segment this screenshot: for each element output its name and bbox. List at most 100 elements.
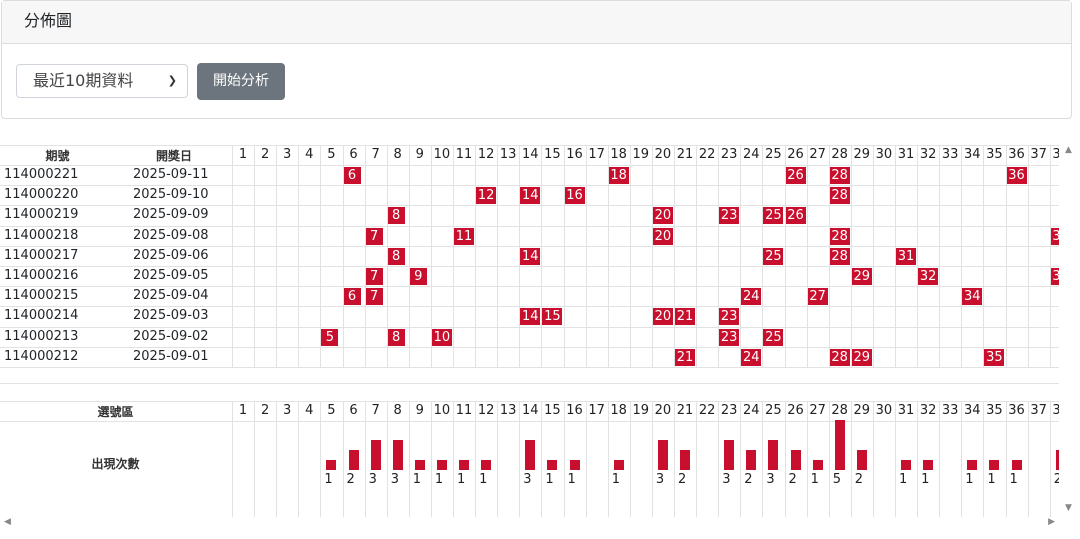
grid-line [850, 145, 852, 367]
grid-line [1005, 401, 1007, 517]
grid-line [629, 401, 631, 517]
drawn-number-ball: 29 [851, 348, 872, 366]
grid-line [1027, 401, 1029, 517]
frequency-count: 3 [523, 472, 532, 487]
frequency-count: 1 [921, 472, 930, 487]
grid-line [320, 145, 322, 367]
drawn-number-ball: 5 [321, 328, 339, 346]
grid-line [939, 401, 941, 517]
grid-line [917, 401, 919, 517]
number-header: 18 [610, 147, 627, 162]
zone-number-header: 5 [327, 403, 336, 418]
row-date: 2025-09-05 [133, 268, 209, 283]
row-date: 2025-09-04 [133, 288, 209, 304]
drawn-number-ball: 23 [719, 328, 740, 346]
number-header: 21 [676, 147, 694, 162]
distribution-card: 分佈圖 [1, 0, 1072, 119]
grid-line [806, 401, 808, 517]
drawn-number-ball: 7 [365, 288, 383, 306]
frequency-count: 3 [722, 472, 731, 487]
zone-number-header: 21 [676, 403, 694, 418]
row-period: 114000216 [4, 268, 79, 283]
frequency-count: 1 [810, 472, 819, 487]
zone-number-header: 20 [654, 403, 672, 418]
frequency-count: 1 [987, 472, 996, 487]
grid-line [0, 367, 1059, 368]
grid-line [0, 401, 1059, 402]
zone-number-header: 23 [720, 403, 738, 418]
frequency-count: 1 [567, 472, 576, 487]
number-header: 37 [1030, 147, 1047, 162]
horizontal-scrollbar[interactable]: ◀ ▶ [0, 517, 1059, 531]
drawn-number-ball: 7 [365, 227, 383, 245]
row-period: 114000217 [4, 247, 79, 263]
row-date: 2025-09-06 [133, 247, 209, 263]
zone-number-header: 34 [964, 403, 981, 418]
grid-line [408, 145, 410, 367]
frequency-bar [613, 460, 624, 470]
row-period: 114000213 [4, 328, 79, 344]
vertical-scrollbar[interactable]: ▲ ▼ [1059, 145, 1080, 517]
number-header: 36 [1008, 147, 1025, 162]
scroll-down-icon[interactable]: ▼ [1065, 503, 1072, 513]
grid-line [740, 145, 742, 367]
frequency-count: 5 [832, 472, 841, 487]
scroll-up-icon[interactable]: ▲ [1065, 145, 1072, 155]
drawn-number-ball: 10 [431, 328, 452, 346]
frequency-bar [481, 460, 492, 470]
scroll-right-icon[interactable]: ▶ [1048, 517, 1055, 527]
zone-number-header: 19 [632, 403, 650, 418]
drawn-number-ball: 28 [829, 167, 850, 184]
number-header: 22 [698, 147, 716, 162]
frequency-count: 1 [324, 472, 333, 487]
number-header: 27 [809, 147, 826, 162]
frequency-bar [724, 440, 735, 470]
grid-line [1027, 145, 1029, 367]
zone-number-header: 25 [765, 403, 782, 418]
drawn-number-ball: 35 [984, 348, 1005, 366]
drawn-number-ball: 29 [851, 268, 872, 285]
grid-line [519, 401, 521, 517]
zone-number-header: 18 [610, 403, 627, 418]
grid-line [386, 145, 388, 367]
row-date: 2025-09-08 [133, 227, 209, 243]
zone-number-header: 27 [809, 403, 826, 418]
drawn-number-ball: 26 [785, 207, 806, 225]
row-date: 2025-09-03 [133, 308, 209, 324]
period-select-value: 最近10期資料 [33, 71, 134, 90]
grid-line [497, 401, 499, 517]
grid-line [828, 145, 830, 367]
frequency-count: 1 [434, 472, 444, 487]
grid-line [0, 306, 1059, 308]
frequency-bar [547, 460, 558, 470]
number-header: 4 [305, 147, 314, 162]
analyze-button[interactable]: 開始分析 [197, 63, 285, 100]
grid-line [585, 145, 587, 367]
drawn-number-ball: 25 [763, 207, 784, 225]
zone-number-header: 10 [433, 403, 451, 418]
zone-number-header: 28 [831, 403, 848, 418]
drawn-number-ball: 14 [520, 247, 541, 265]
zone-number-header: 4 [305, 403, 314, 418]
frequency-bar [746, 450, 757, 470]
number-header: 17 [588, 147, 605, 162]
grid-line [1005, 145, 1007, 367]
period-select[interactable]: 最近10期資料 ❯ [16, 64, 188, 98]
drawn-number-ball: 20 [652, 308, 673, 326]
frequency-count: 3 [766, 472, 775, 487]
number-header: 6 [349, 147, 358, 162]
drawn-number-ball: 25 [763, 328, 784, 346]
frequency-bar [326, 460, 337, 470]
number-header: 30 [875, 147, 893, 162]
grid-line [585, 401, 587, 517]
frequency-count: 1 [479, 472, 488, 487]
grid-line [320, 401, 322, 517]
number-header: 24 [743, 147, 760, 162]
frequency-bar [459, 460, 469, 470]
date-column-header: 開獎日 [155, 149, 192, 163]
scroll-left-icon[interactable]: ◀ [4, 517, 11, 527]
grid-line [276, 145, 278, 367]
drawn-number-ball: 34 [962, 288, 983, 306]
number-header: 16 [566, 147, 583, 162]
frequency-bar [967, 460, 978, 470]
